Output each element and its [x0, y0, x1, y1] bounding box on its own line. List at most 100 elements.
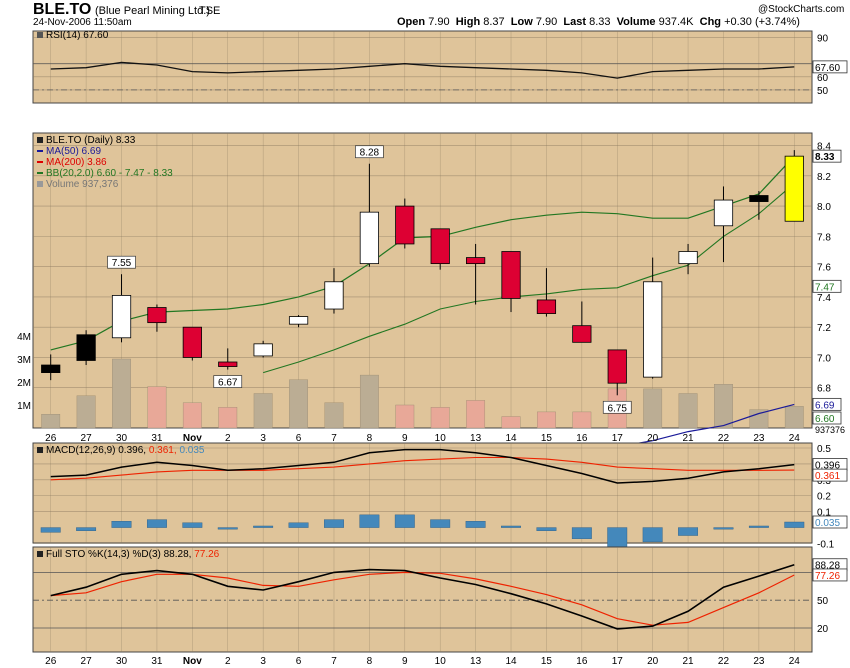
sto-xtick-label: 17	[612, 656, 624, 667]
price-annotation-box	[602, 400, 632, 414]
bb-middle-line	[50, 155, 795, 351]
price-ytick-label: 8.0	[817, 202, 831, 213]
macd-histogram-bar	[607, 527, 628, 547]
sto-panel	[32, 546, 813, 653]
last-value: 8.33	[589, 16, 611, 28]
open-value: 7.90	[428, 16, 450, 28]
header-exchange: TSE	[199, 5, 221, 17]
sto-xtick-label: 26	[45, 656, 57, 667]
sto-d-last-label-box	[812, 568, 848, 582]
candle-body	[466, 257, 486, 265]
sto-xtick-label: 13	[470, 656, 482, 667]
price-panel	[32, 132, 813, 429]
sto-xtick-label: 20	[647, 656, 659, 667]
price-annotation-label: 8.28	[360, 148, 380, 159]
macd-histogram-bar	[536, 527, 557, 531]
sto-xtick-label: 7	[331, 656, 337, 667]
price-xtick-label: 20	[647, 433, 659, 444]
candle-body	[76, 334, 96, 361]
macd-hist-legend-text: 0.035	[179, 445, 205, 456]
sto-ytick-label: 20	[817, 624, 829, 635]
candle-body	[643, 281, 663, 378]
price-annotation-box	[355, 145, 384, 159]
macd-histogram-bar	[465, 521, 486, 528]
chg-label: Chg	[699, 16, 722, 28]
candle-body	[713, 199, 734, 227]
volume-bar	[395, 404, 415, 429]
bb-upper-label-box	[812, 279, 842, 293]
macd-ytick-label: 0.5	[817, 444, 831, 455]
volume-last-label: 937376	[815, 425, 845, 435]
header-symbol: BLE.TO	[33, 1, 92, 18]
price-annotation-box	[107, 255, 136, 269]
candle-body	[288, 316, 309, 325]
price-xtick-label: 22	[718, 433, 730, 444]
volume-legend: Volume 937,376	[37, 179, 118, 190]
volume-ytick-label: 4M	[17, 332, 31, 343]
price-annotation-label: 7.55	[112, 258, 132, 269]
sto-d-legend-text: 77.26	[194, 549, 220, 560]
price-xtick-label: 13	[470, 433, 482, 444]
price-xtick-label: 16	[576, 433, 588, 444]
sto-legend: Full STO %K(14,3) %D(3) 88.28, 77.26	[37, 549, 219, 560]
macd-histogram-bar	[501, 525, 521, 528]
sto-d-line	[50, 571, 795, 626]
macd-line	[50, 448, 795, 484]
ma50-last-label-box	[812, 397, 842, 411]
sto-xtick-label: 21	[683, 656, 695, 667]
rsi-ytick-label: 60	[817, 73, 829, 84]
candle-body	[572, 325, 592, 343]
macd-ytick-label: 0.2	[817, 492, 831, 503]
price-annotation-box	[213, 375, 243, 388]
macd-hist-last-label-box	[812, 515, 848, 529]
rsi-panel	[32, 30, 813, 104]
macd-last-label: 0.396	[815, 461, 840, 472]
candle-body	[218, 361, 238, 367]
sto-k-line	[50, 563, 795, 630]
candle-body	[395, 205, 415, 245]
candle-body	[678, 251, 698, 265]
bb-legend-text: BB(20,2.0) 6.60 - 7.47 - 8.33	[46, 168, 173, 179]
rsi-legend-swatch	[37, 32, 43, 39]
volume-legend-text: Volume 937,376	[46, 179, 119, 190]
header-company: (Blue Pearl Mining Ltd.)	[95, 5, 210, 17]
rsi-last-label-box	[812, 60, 848, 74]
price-xtick-label: 31	[151, 433, 163, 444]
price-xtick-label: 14	[505, 433, 517, 444]
macd-histogram-bar	[253, 525, 274, 528]
candle-body	[253, 343, 273, 357]
candle-body	[430, 228, 450, 265]
price-xtick-label: 15	[541, 433, 553, 444]
ma50-legend: MA(50) 6.69	[37, 146, 101, 157]
volume-bar	[714, 384, 733, 429]
high-value: 8.37	[483, 16, 505, 28]
sto-xtick-label: 8	[367, 656, 373, 667]
price-last-label: 8.33	[815, 152, 835, 163]
volume-bar	[430, 407, 450, 429]
volume-ytick-label: 3M	[17, 355, 31, 366]
volume-ytick-label: 1M	[17, 401, 31, 412]
volume-value: 937.4K	[658, 16, 694, 28]
price-xtick-label: 30	[116, 433, 128, 444]
macd-histogram-bar	[288, 522, 309, 528]
macd-histogram-bar	[217, 527, 238, 530]
rsi-last-label: 67.60	[815, 63, 840, 74]
candle-body	[359, 211, 379, 265]
candle-body	[784, 155, 804, 222]
volume-bar	[784, 406, 804, 429]
sto-xtick-label: 24	[789, 656, 801, 667]
volume-bar	[678, 393, 698, 429]
sto-d-last-label: 77.26	[815, 571, 840, 582]
price-ytick-label: 6.8	[817, 384, 831, 395]
sto-xtick-label: 23	[753, 656, 765, 667]
ma200-legend: MA(200) 3.86	[37, 157, 107, 168]
volume-bar	[643, 388, 663, 429]
price-ytick-label: 7.6	[817, 263, 831, 274]
macd-histogram-bar	[430, 519, 451, 528]
brand-logo: @StockCharts.com	[758, 4, 845, 15]
sto-ytick-label: 50	[817, 596, 829, 607]
macd-legend-swatch	[37, 447, 43, 454]
macd-histogram-bar	[748, 525, 769, 528]
header-quote-line: Open 7.90 High 8.37 Low 7.90 Last 8.33 V…	[397, 16, 800, 28]
volume-bar	[182, 402, 202, 429]
